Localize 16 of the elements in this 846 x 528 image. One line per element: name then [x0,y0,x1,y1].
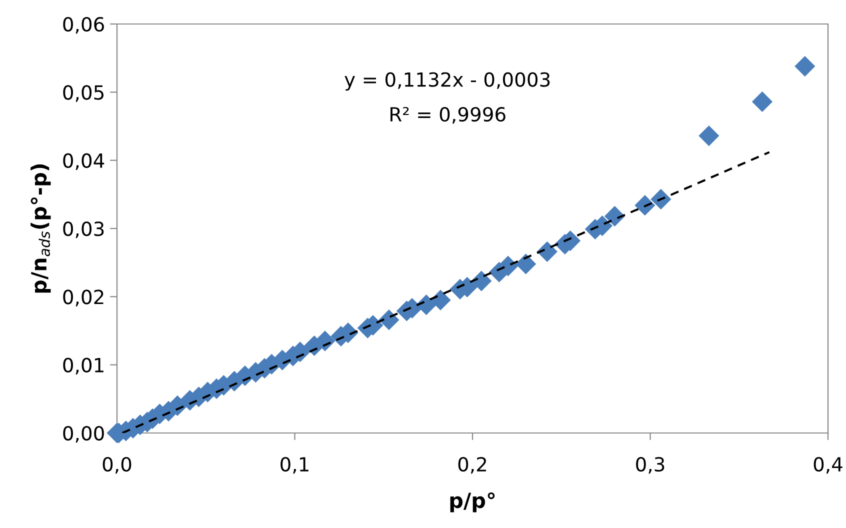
annotation: y = 0,1132x - 0,0003 [344,72,550,91]
x-tick-label: 0,0 [102,456,132,474]
y-tick-label: 0,04 [63,153,104,170]
y-axis-title: p/n$_{ads}$(p°-p) [30,164,51,293]
y-tick-label: 0,01 [63,358,104,374]
x-tick-label: 0,3 [636,456,664,474]
annotation: R² = 0,9996 [390,106,506,124]
x-tick-label: 0,2 [458,456,486,474]
y-tick-label: 0,03 [63,221,104,238]
x-axis-title: p/p° [450,492,495,512]
y-tick-label: 0,00 [63,426,104,443]
y-tick-label: 0,05 [63,85,104,102]
y-tick-label: 0,06 [63,16,104,34]
x-tick-label: 0,1 [280,456,308,474]
y-tick-label: 0,02 [63,290,104,306]
x-tick-label: 0,4 [814,456,842,474]
